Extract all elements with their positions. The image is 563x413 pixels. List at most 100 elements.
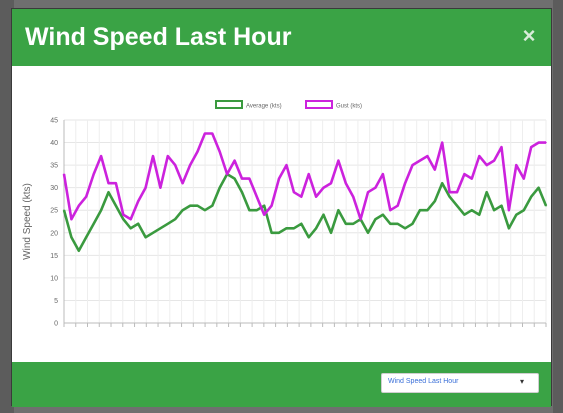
data-point bbox=[448, 191, 451, 193]
data-point bbox=[433, 168, 436, 171]
data-point bbox=[330, 231, 332, 234]
data-point bbox=[522, 177, 525, 180]
data-point bbox=[137, 222, 139, 225]
data-point bbox=[129, 218, 132, 221]
y-tick-label: 10 bbox=[50, 275, 58, 282]
data-point bbox=[478, 213, 481, 216]
data-point bbox=[530, 195, 532, 198]
data-point bbox=[263, 204, 266, 207]
data-point bbox=[522, 209, 525, 212]
data-point bbox=[456, 204, 458, 207]
data-point bbox=[396, 204, 399, 207]
data-point bbox=[211, 204, 214, 207]
data-point bbox=[463, 173, 466, 175]
data-point bbox=[419, 209, 421, 212]
y-tick-label: 25 bbox=[50, 208, 58, 215]
data-point bbox=[448, 195, 451, 198]
data-point bbox=[92, 173, 95, 175]
data-point bbox=[285, 227, 288, 230]
data-point bbox=[515, 213, 518, 216]
series-line-gust bbox=[62, 132, 546, 221]
data-point bbox=[204, 132, 206, 135]
wind-speed-modal: Wind Speed Last Hour × 0 5 10 15 20 25 30 35 40 4… bbox=[11, 8, 552, 407]
data-point bbox=[78, 204, 80, 207]
data-point bbox=[426, 155, 429, 157]
chevron-down-icon: ▾ bbox=[519, 377, 524, 386]
data-point bbox=[485, 164, 488, 166]
data-point bbox=[233, 159, 236, 162]
data-point bbox=[248, 209, 251, 212]
data-point bbox=[181, 182, 184, 184]
chart-period-select[interactable]: Wind Speed Last Hour ▾ bbox=[381, 373, 539, 393]
data-point bbox=[100, 155, 102, 157]
data-point bbox=[233, 177, 236, 180]
data-point bbox=[500, 146, 503, 148]
data-point bbox=[152, 155, 154, 157]
data-point bbox=[144, 186, 147, 189]
data-point bbox=[352, 222, 355, 225]
data-point bbox=[278, 231, 280, 234]
close-icon[interactable]: × bbox=[522, 23, 536, 48]
data-point bbox=[508, 209, 510, 212]
data-point bbox=[344, 222, 347, 225]
wind-speed-chart: 0 5 10 15 20 25 30 35 40 45 Wind Speed (kts) Averag… bbox=[16, 95, 552, 357]
data-point bbox=[107, 182, 110, 184]
data-point bbox=[300, 222, 303, 225]
data-point bbox=[404, 182, 406, 184]
data-point bbox=[122, 213, 125, 216]
data-point bbox=[137, 200, 139, 202]
data-point bbox=[211, 132, 214, 135]
data-point bbox=[337, 209, 340, 212]
data-point bbox=[545, 204, 547, 207]
data-point bbox=[159, 227, 162, 230]
data-point bbox=[493, 209, 495, 212]
data-point bbox=[285, 164, 288, 166]
data-point bbox=[315, 195, 317, 198]
data-point bbox=[256, 209, 258, 212]
chart-period-selected-value: Wind Speed Last Hour bbox=[388, 378, 459, 385]
data-point bbox=[204, 209, 206, 212]
data-point bbox=[256, 195, 258, 198]
data-point bbox=[411, 222, 414, 225]
data-point bbox=[293, 191, 295, 193]
data-point bbox=[508, 227, 510, 230]
data-point bbox=[367, 231, 369, 234]
data-point bbox=[167, 222, 169, 225]
data-point bbox=[404, 227, 406, 230]
y-axis-title: Wind Speed (kts) bbox=[22, 183, 33, 260]
data-point bbox=[374, 186, 377, 189]
modal-footer: Wind Speed Last Hour ▾ bbox=[12, 362, 551, 407]
y-tick-label: 0 bbox=[54, 321, 58, 328]
data-point bbox=[493, 159, 495, 162]
data-point bbox=[337, 159, 340, 162]
data-point bbox=[174, 218, 177, 221]
modal-header: Wind Speed Last Hour × bbox=[12, 9, 551, 66]
data-point bbox=[241, 191, 243, 193]
data-point bbox=[129, 227, 132, 230]
data-point bbox=[218, 186, 221, 189]
data-point bbox=[389, 222, 392, 225]
data-point bbox=[307, 236, 310, 239]
data-point bbox=[196, 150, 199, 153]
y-tick-label: 40 bbox=[50, 140, 58, 147]
legend-item-average: Average (kts) bbox=[215, 100, 282, 110]
data-point bbox=[63, 173, 65, 175]
data-point bbox=[478, 155, 481, 157]
data-point bbox=[515, 164, 518, 166]
data-point bbox=[441, 182, 443, 184]
series-line-average bbox=[62, 172, 548, 253]
data-point bbox=[270, 231, 273, 234]
data-point bbox=[196, 204, 199, 207]
data-point bbox=[389, 209, 392, 212]
data-point bbox=[189, 164, 191, 166]
data-point bbox=[100, 209, 102, 212]
data-point bbox=[278, 177, 280, 180]
y-tick-label: 35 bbox=[50, 163, 58, 170]
legend-label: Average (kts) bbox=[246, 104, 282, 110]
data-point bbox=[382, 213, 384, 216]
data-point bbox=[226, 173, 228, 175]
data-point bbox=[315, 227, 317, 230]
y-tick-label: 15 bbox=[50, 253, 58, 260]
data-point bbox=[92, 222, 95, 225]
y-tick-label: 45 bbox=[50, 118, 58, 125]
